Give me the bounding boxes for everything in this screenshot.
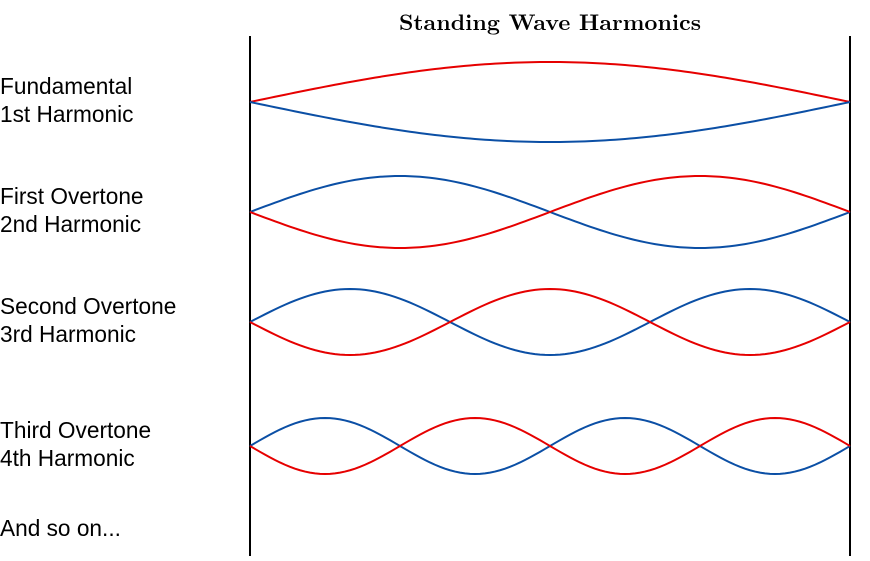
- harmonic-3-top-curve: [250, 289, 850, 355]
- harmonic-label: First Overtone 2nd Harmonic: [0, 182, 232, 239]
- harmonic-secondary-label: 4th Harmonic: [0, 444, 232, 472]
- harmonic-4-bottom-curve: [250, 418, 850, 474]
- harmonic-label: Second Overtone 3rd Harmonic: [0, 292, 232, 349]
- harmonic-2-bottom-curve: [250, 176, 850, 248]
- harmonic-secondary-label: 3rd Harmonic: [0, 320, 232, 348]
- harmonic-primary-label: Fundamental: [0, 72, 232, 100]
- harmonic-3-bottom-curve: [250, 289, 850, 355]
- harmonic-primary-label: First Overtone: [0, 182, 232, 210]
- footer-label-block: And so on...: [0, 514, 232, 542]
- diagram-title: Standing Wave Harmonics: [232, 4, 868, 37]
- standing-wave-svg-container: [232, 36, 868, 556]
- harmonic-1-bottom-curve: [250, 102, 850, 142]
- labels-column: Fundamental 1st Harmonic First Overtone …: [0, 36, 232, 556]
- footer-label: And so on...: [0, 514, 232, 542]
- harmonic-secondary-label: 2nd Harmonic: [0, 210, 232, 238]
- harmonic-primary-label: Second Overtone: [0, 292, 232, 320]
- harmonic-label: Third Overtone 4th Harmonic: [0, 416, 232, 473]
- harmonic-1-top-curve: [250, 62, 850, 102]
- standing-wave-svg: [232, 36, 868, 556]
- harmonic-primary-label: Third Overtone: [0, 416, 232, 444]
- harmonic-label: Fundamental 1st Harmonic: [0, 72, 232, 129]
- harmonic-secondary-label: 1st Harmonic: [0, 100, 232, 128]
